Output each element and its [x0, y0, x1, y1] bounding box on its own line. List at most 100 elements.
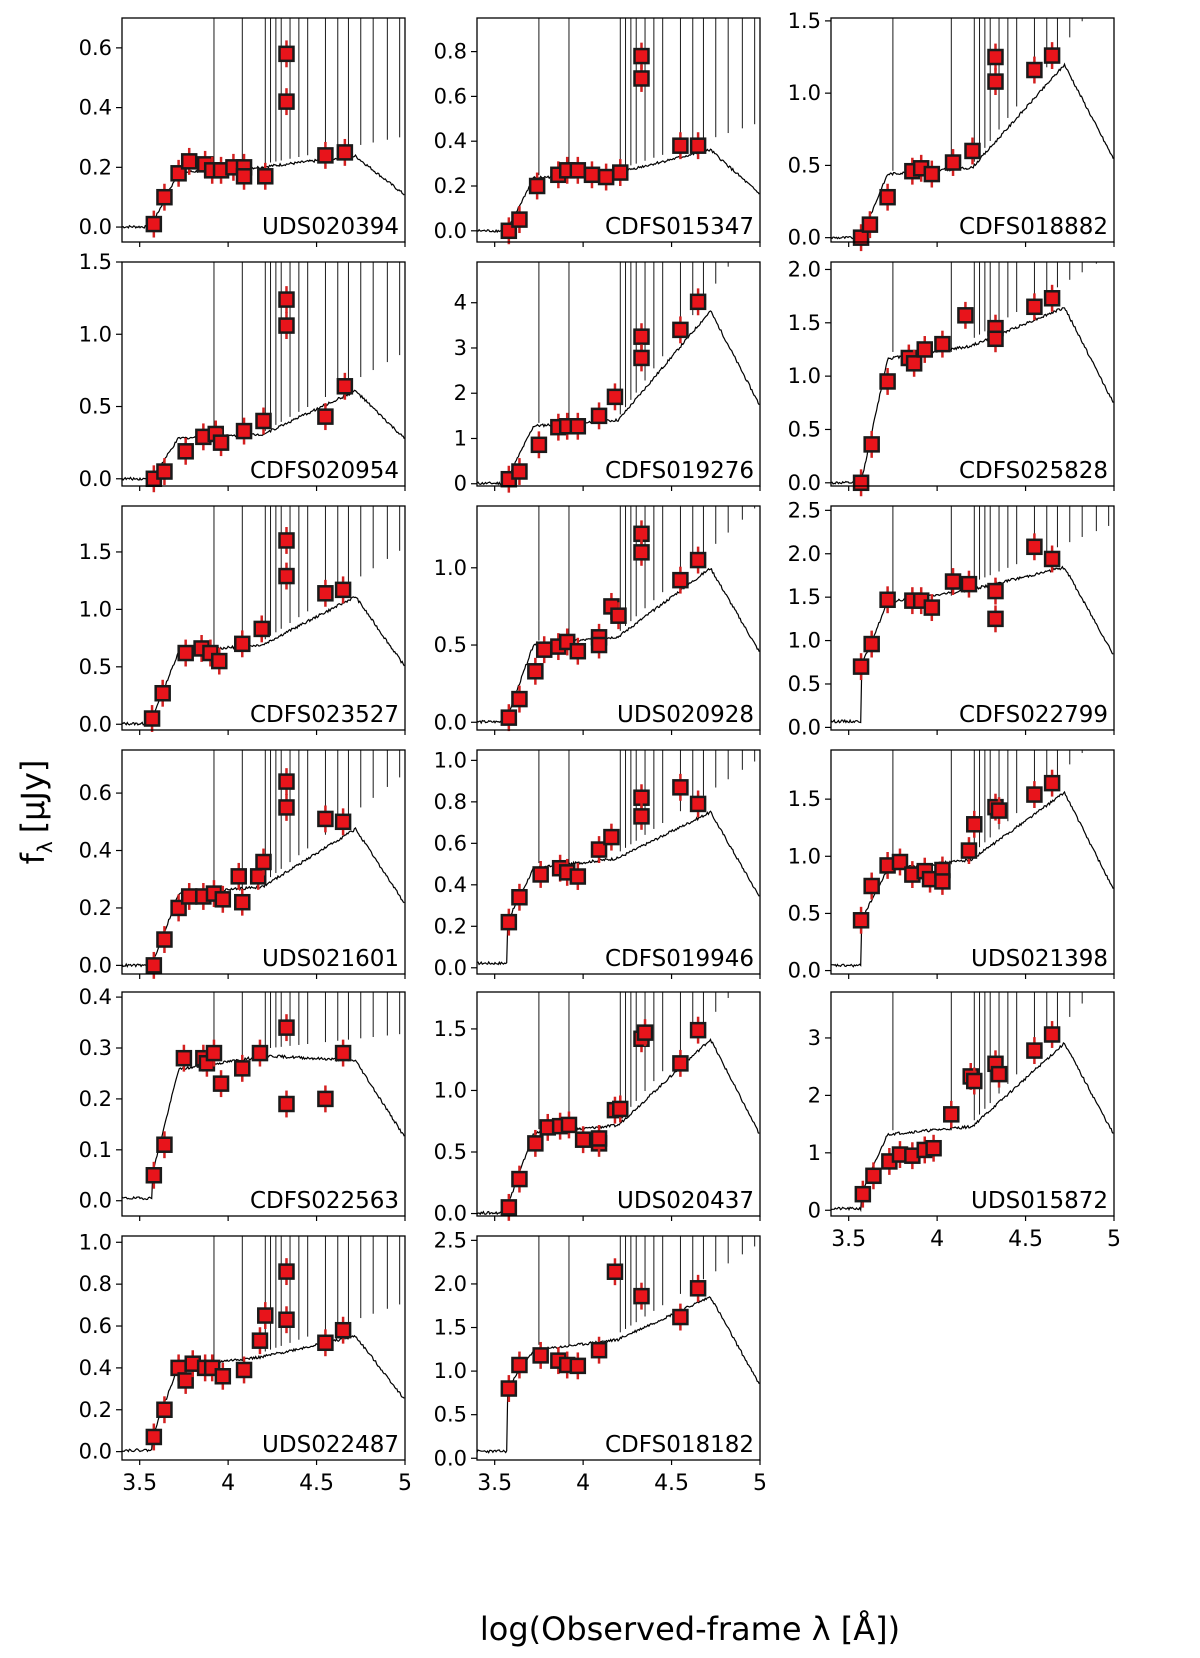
y-tick-label: 1 — [454, 426, 467, 450]
photometry-point — [527, 663, 544, 680]
photometry-point — [689, 137, 707, 154]
photometry-point — [278, 567, 295, 585]
photometry-point — [944, 154, 962, 171]
y-tick-label: 0.5 — [434, 1403, 467, 1427]
y-tick-label: 3 — [808, 1026, 821, 1050]
photometry-point — [633, 70, 650, 87]
photometry-point — [964, 142, 981, 160]
panel-frame — [830, 749, 1115, 975]
y-tick-label: 0.8 — [79, 1272, 112, 1296]
y-tick-label: 0.4 — [434, 129, 467, 153]
photometry-point — [214, 891, 232, 908]
sed-panel: 0.0 0.5 1.0 1.5 CDFS023527 — [79, 505, 406, 736]
photometry-point — [317, 1090, 334, 1108]
photometry-point — [278, 532, 295, 549]
model-sed-line — [477, 567, 760, 725]
photometry-point — [334, 1321, 352, 1339]
y-tick-label: 0.3 — [79, 1036, 112, 1060]
photometry-point — [672, 1308, 689, 1326]
photometry-point — [145, 215, 163, 233]
y-tick-label: 1.0 — [434, 556, 467, 580]
photometry-point — [590, 1130, 608, 1147]
photometry-point — [230, 868, 247, 885]
photometry-point — [879, 591, 896, 609]
panel-frame — [476, 1235, 761, 1461]
galaxy-id-label: CDFS018882 — [959, 214, 1108, 240]
sed-panel: 0.0 0.5 1.0 1.5 CDFS020954 — [79, 250, 406, 493]
x-tick-label: 3.5 — [477, 1471, 512, 1496]
photometry-point — [156, 463, 173, 480]
x-axis-group: 3.5 4 4.5 5 3.5 4 4.5 5 3.5 4 4.5 5 — [122, 1227, 1121, 1496]
photometry-point — [633, 1287, 650, 1305]
y-tick-label: 1.5 — [788, 311, 821, 335]
photometry-point — [905, 355, 923, 372]
galaxy-id-label: CDFS025828 — [959, 458, 1108, 484]
photometry-point — [278, 1311, 295, 1328]
photometry-point — [966, 1072, 983, 1090]
y-tick-label: 0.2 — [79, 1087, 112, 1111]
photometry-point — [590, 407, 608, 425]
photometry-point — [1043, 47, 1061, 64]
photometry-point — [560, 1116, 578, 1134]
y-tick-label: 1.0 — [788, 844, 821, 868]
photometry-point — [530, 436, 548, 454]
y-tick-label: 0.0 — [79, 1440, 112, 1464]
photometry-point — [633, 525, 650, 543]
model-sed-line — [477, 310, 760, 486]
y-tick-label: 1.5 — [434, 1316, 467, 1340]
y-tick-label: 0.5 — [788, 901, 821, 925]
photometry-point — [143, 710, 161, 727]
photometry-point — [278, 45, 295, 63]
galaxy-id-label: CDFS022563 — [250, 1188, 399, 1214]
photometry-point — [177, 1372, 194, 1389]
photometry-point — [861, 216, 879, 233]
photometry-point — [317, 585, 334, 602]
y-tick-label: 0.0 — [79, 467, 112, 491]
y-tick-label: 1.0 — [79, 1230, 112, 1254]
photometry-point — [212, 434, 230, 451]
photometry-point — [278, 1019, 295, 1036]
photometry-point — [590, 1341, 608, 1359]
y-axis-label-main: f — [14, 852, 52, 864]
galaxy-id-label: CDFS018182 — [605, 1432, 754, 1458]
y-tick-label: 0.2 — [434, 914, 467, 938]
photometry-point — [334, 813, 352, 831]
panel-frame — [121, 261, 406, 487]
photometry-point — [1043, 290, 1061, 307]
photometry-point — [672, 137, 689, 154]
sed-panel: 0.0 0.2 0.4 0.6 0.8 1.0 CDFS019946 — [434, 748, 761, 980]
model-sed-line — [122, 596, 405, 727]
photometry-point — [590, 841, 608, 858]
photometry-point — [317, 408, 334, 425]
x-tick-label: 5 — [398, 1471, 412, 1496]
photometry-point — [334, 1044, 352, 1062]
photometry-point — [923, 165, 941, 183]
y-tick-label: 0.6 — [79, 36, 112, 60]
y-tick-label: 0.0 — [434, 956, 467, 980]
x-tick-label: 5 — [753, 1471, 767, 1496]
photometry-point — [278, 291, 295, 308]
y-tick-label: 1.0 — [788, 629, 821, 653]
y-tick-label: 2 — [454, 381, 467, 405]
model-sed-line — [831, 1041, 1114, 1213]
photometry-point — [214, 1368, 232, 1385]
photometry-point — [212, 1075, 230, 1092]
sed-panel: 0.0 0.5 1.0 1.5 CDFS018882 — [788, 9, 1115, 252]
photometry-point — [532, 866, 549, 883]
y-tick-label: 0.5 — [788, 153, 821, 177]
photometry-point — [957, 307, 974, 324]
photometry-point — [852, 658, 870, 675]
y-tick-label: 1 — [808, 1141, 821, 1165]
photometry-point — [511, 1356, 528, 1374]
x-tick-label: 4.5 — [299, 1471, 334, 1496]
sed-panel: 0.0 0.1 0.2 0.3 0.4 CDFS022563 — [79, 985, 406, 1221]
photometry-point — [180, 888, 198, 905]
galaxy-id-label: CDFS020954 — [250, 458, 399, 484]
y-tick-label: 0.0 — [788, 959, 821, 983]
y-tick-label: 0.5 — [788, 417, 821, 441]
y-axis-label-sub: λ — [33, 841, 57, 853]
y-tick-label: 0.2 — [79, 155, 112, 179]
y-tick-label: 1.5 — [788, 585, 821, 609]
y-axis-label-unit: [μJy] — [14, 760, 52, 834]
photometry-point — [689, 1280, 707, 1297]
